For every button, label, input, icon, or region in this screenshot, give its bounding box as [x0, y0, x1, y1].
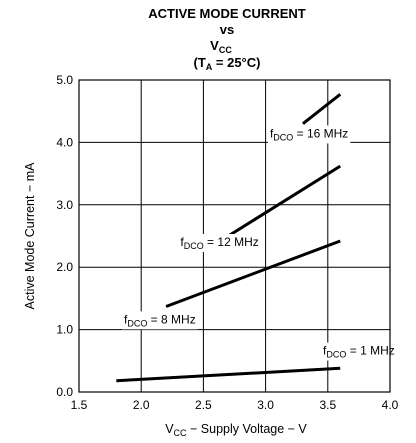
x-axis-label-rest: − Supply Voltage − V	[187, 422, 308, 436]
series-label-main: f	[180, 235, 184, 249]
series-line	[227, 164, 342, 238]
series-label: fDCO = 12 MHz	[180, 235, 258, 251]
series-label-main: f	[124, 312, 128, 326]
y-tick-label: 3.0	[56, 198, 73, 212]
y-axis-label: Active Mode Current − mA	[23, 162, 37, 310]
chart-title-line3: VCC	[210, 38, 232, 55]
y-tick-label: 2.0	[56, 260, 73, 274]
series-label: fDCO = 8 MHz	[124, 312, 196, 328]
series-label-background	[267, 125, 351, 144]
chart-title-line4: (TA = 25°C)	[194, 55, 261, 72]
x-tick-label: 3.5	[319, 398, 336, 412]
x-tick-label: 2.0	[133, 398, 150, 412]
series-label-main: f	[323, 344, 327, 358]
x-axis-label-main: V	[165, 422, 174, 436]
x-tick-label: 4.0	[382, 398, 399, 412]
chart-title-line3-sub: CC	[219, 45, 232, 55]
series-label-background	[321, 342, 397, 361]
series-label-sub: DCO	[127, 318, 147, 328]
series-group	[116, 93, 342, 383]
chart-title-line2: vs	[220, 22, 234, 37]
chart-title-line4-sub: A	[206, 62, 213, 72]
series-label-background	[178, 233, 261, 252]
series-label: fDCO = 1 MHz	[323, 344, 395, 360]
x-axis-label-sub: CC	[174, 428, 187, 438]
plot-frame	[78, 79, 391, 393]
series-label-main: f	[270, 126, 274, 140]
chart-title-line4-rest: = 25°C)	[212, 55, 260, 70]
series-line	[116, 366, 341, 383]
x-tick-label: 2.5	[195, 398, 212, 412]
series-label-rest: = 16 MHz	[293, 126, 348, 140]
series-label-rest: = 1 MHz	[346, 344, 394, 358]
y-tick-label: 0.0	[56, 385, 73, 399]
series-label-sub: DCO	[326, 350, 346, 360]
series-label-rest: = 8 MHz	[147, 312, 195, 326]
x-tick-label: 3.0	[257, 398, 274, 412]
grid	[79, 80, 390, 392]
chart-title-line4-open: (T	[194, 55, 206, 70]
series-label-sub: DCO	[273, 132, 293, 142]
series-label: fDCO = 16 MHz	[270, 126, 348, 142]
y-tick-label: 1.0	[56, 323, 73, 337]
series-label-sub: DCO	[184, 241, 204, 251]
x-axis-label: VCC − Supply Voltage − V	[165, 422, 307, 438]
series-label-background	[122, 311, 198, 330]
chart-title-line3-main: V	[210, 38, 219, 53]
y-tick-label: 4.0	[56, 135, 73, 149]
tick-labels: 1.5 2.0 2.5 3.0 3.5 4.0 0.0 1.0 2.0 3.0 4.0 5.0	[56, 73, 398, 412]
chart-title-line1: ACTIVE MODE CURRENT	[148, 6, 306, 21]
series-line	[301, 93, 342, 125]
series-line	[165, 239, 341, 308]
x-tick-label: 1.5	[71, 398, 88, 412]
y-tick-label: 5.0	[56, 73, 73, 87]
series-label-rest: = 12 MHz	[204, 235, 259, 249]
